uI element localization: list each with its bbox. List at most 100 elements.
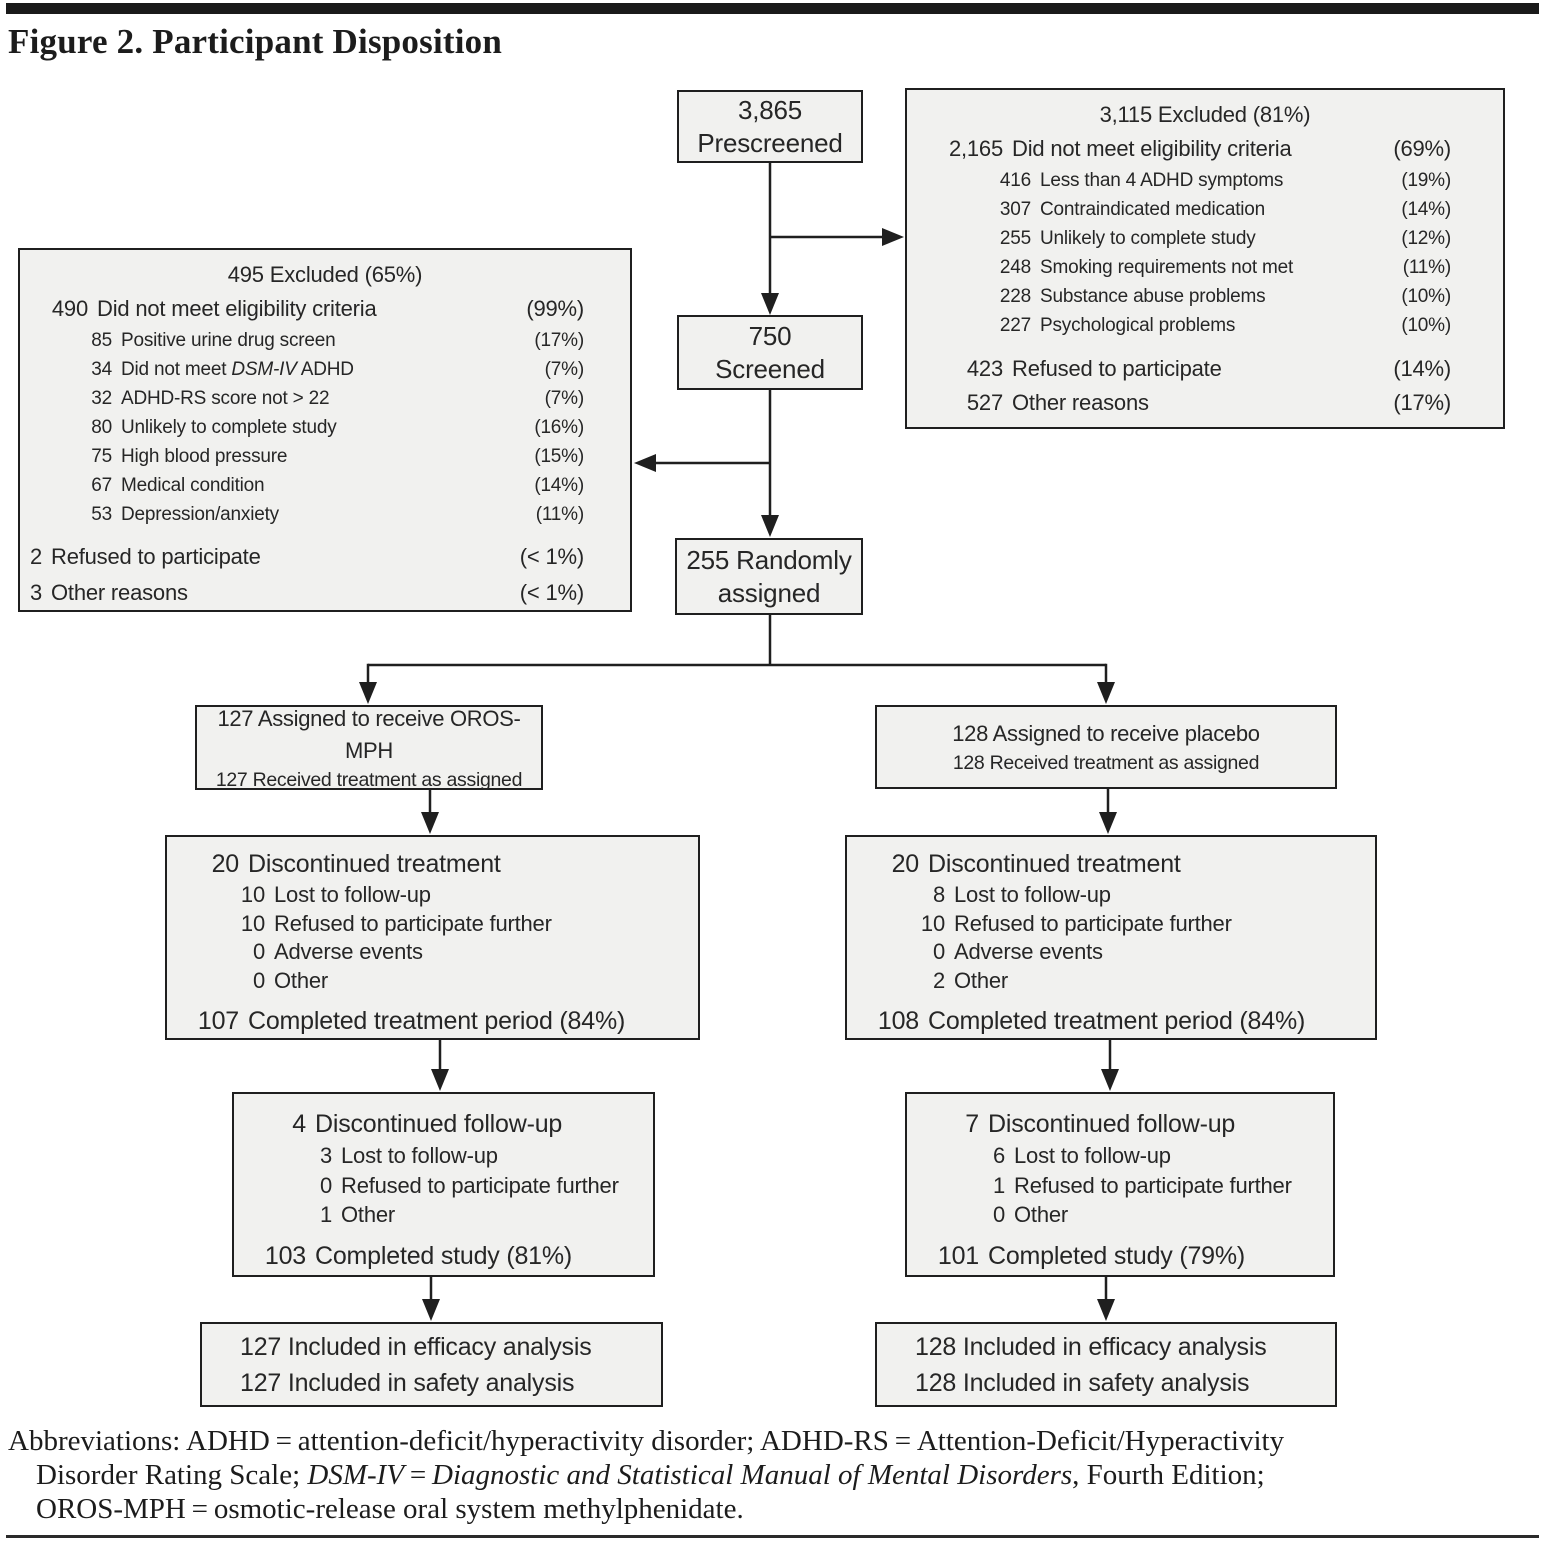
- row-percent: (< 1%): [519, 544, 584, 569]
- row-label: Completed treatment period (84%): [928, 1007, 1306, 1035]
- text: OROS-MPH = osmotic-release oral system m…: [36, 1493, 744, 1525]
- row-count: 108: [877, 1007, 919, 1035]
- discontinued-followup-oros-rows: 4 Discontinued follow-up 3 Lost to follow-u…: [234, 1107, 653, 1273]
- row-count: 20: [211, 850, 240, 878]
- row-count: 2: [932, 967, 945, 993]
- arrowhead-icon: [1099, 812, 1117, 834]
- flow-row: 80 Unlikely to complete study (16%): [20, 413, 630, 442]
- top-rule: [6, 3, 1539, 14]
- assigned-placebo-line2: 128 Received treatment as assigned: [952, 752, 1260, 774]
- flow-row: 10 Refused to participate further: [167, 910, 698, 939]
- row-count: 2: [29, 544, 42, 569]
- box-excluded-screen: 495 Excluded (65%) 490 Did not meet eligi…: [18, 248, 632, 612]
- arrowhead-icon: [422, 1299, 440, 1321]
- assigned-oros-line2: 127 Received treatment as assigned: [215, 768, 523, 791]
- row-label: Contraindicated medication: [1040, 199, 1266, 220]
- row-label: Refused to participate: [1012, 356, 1222, 381]
- row-label: Other reasons: [51, 580, 188, 605]
- row-count: 0: [992, 1202, 1005, 1227]
- row-percent: (10%): [1401, 286, 1451, 307]
- flow-row: 307 Contraindicated medication (14%): [907, 195, 1503, 224]
- arrowhead-icon: [761, 515, 779, 537]
- arrowhead-icon: [1101, 1069, 1119, 1091]
- figure-caption: Figure 2. Participant Disposition: [8, 22, 503, 61]
- row-count: 80: [91, 417, 112, 438]
- row-label: Refused to participate further: [341, 1172, 619, 1198]
- row-count: 34: [91, 359, 112, 380]
- flow-row: 107 Completed treatment period (84%): [167, 1004, 698, 1038]
- box-prescreened: 3,865 Prescreened: [677, 90, 863, 163]
- row-percent: (14%): [534, 475, 584, 496]
- row-count: 3: [319, 1143, 332, 1168]
- row-count: 67: [91, 475, 112, 496]
- row-count: 53: [91, 504, 112, 525]
- row-count: 85: [91, 330, 112, 351]
- prescreened-count: 3,865: [737, 94, 803, 125]
- flow-row: 53 Depression/anxiety (11%): [20, 500, 630, 529]
- row-percent: (14%): [1401, 199, 1451, 220]
- row-label: Refused to participate further: [954, 910, 1232, 936]
- row-count: 416: [999, 170, 1031, 191]
- flow-row: 10 Refused to participate further: [847, 910, 1375, 939]
- flow-row: 423 Refused to participate (14%): [907, 352, 1503, 386]
- arrowhead-icon: [431, 1069, 449, 1091]
- flow-row: 2 Other: [847, 967, 1375, 996]
- randomized-line1: 255 Randomly: [686, 544, 852, 575]
- row-percent: (19%): [1401, 170, 1451, 191]
- row-label: Psychological problems: [1040, 315, 1236, 336]
- box-discontinued-followup-placebo: 7 Discontinued follow-up 6 Lost to follow-u…: [905, 1092, 1335, 1277]
- flow-row: 227 Psychological problems (10%): [907, 311, 1503, 340]
- row-count: 255: [999, 228, 1031, 249]
- box-screened: 750 Screened: [677, 315, 863, 390]
- row-count: 32: [91, 388, 112, 409]
- row-count: 103: [264, 1241, 306, 1270]
- row-label: Adverse events: [274, 939, 423, 964]
- row-count: 3: [29, 580, 42, 605]
- row-label: Discontinued follow-up: [988, 1110, 1236, 1138]
- flow-row: 101 Completed study (79%): [907, 1239, 1333, 1273]
- row-count: 248: [999, 257, 1031, 278]
- row-count: 6: [992, 1143, 1005, 1168]
- flow-row: 8 Lost to follow-up: [847, 881, 1375, 910]
- row-label: Positive urine drug screen: [121, 330, 336, 351]
- row-label: Completed treatment period (84%): [248, 1007, 626, 1035]
- flow-row: 0 Other: [167, 967, 698, 996]
- row-count: 1: [992, 1172, 1005, 1198]
- box-analysis-oros: 127 Included in efficacy analysis 127 In…: [200, 1322, 663, 1407]
- flow-row: 248 Smoking requirements not met (11%): [907, 253, 1503, 282]
- flow-row: 20 Discontinued treatment: [847, 847, 1375, 881]
- arrowhead-icon: [359, 682, 377, 704]
- box-excluded-prescreen: 3,115 Excluded (81%) 2,165 Did not meet e…: [905, 88, 1505, 429]
- row-label: Did not meet eligibility criteria: [97, 296, 377, 321]
- flow-row: 34 Did not meet DSM-IV ADHD (7%): [20, 355, 630, 384]
- row-count: 228: [999, 286, 1031, 307]
- flow-row: 3 Lost to follow-up: [234, 1141, 653, 1171]
- italic-text: DSM-IV: [231, 359, 297, 380]
- flow-row: 0 Adverse events: [847, 938, 1375, 967]
- arrowhead-icon: [761, 293, 779, 315]
- abbreviations-line: Abbreviations: ADHD = attention-deficit/…: [8, 1424, 1528, 1458]
- flow-row: 20 Discontinued treatment: [167, 847, 698, 881]
- flow-row: 228 Substance abuse problems (10%): [907, 282, 1503, 311]
- row-percent: (99%): [526, 296, 584, 321]
- row-label: Completed study (79%): [988, 1241, 1246, 1270]
- row-label: Completed study (81%): [315, 1241, 573, 1270]
- analysis-oros-line2: 127 Included in safety analysis: [240, 1368, 575, 1397]
- flow-row: 32 ADHD-RS score not > 22 (7%): [20, 384, 630, 413]
- row-count: 8: [932, 882, 945, 907]
- box-assigned-oros: 127 Assigned to receive OROS-MPH 127 Rec…: [195, 705, 543, 791]
- row-label: ADHD-RS score not > 22: [121, 388, 330, 409]
- row-count: 7: [965, 1110, 979, 1138]
- row-label: Discontinued follow-up: [315, 1110, 563, 1138]
- text: Disorder Rating Scale;: [36, 1459, 308, 1491]
- arrowhead-icon: [882, 228, 904, 246]
- row-label: High blood pressure: [121, 446, 288, 467]
- row-label: Refused to participate further: [274, 910, 552, 936]
- excluded-screen-rows: 490 Did not meet eligibility criteria (99%…: [20, 292, 630, 611]
- box-assigned-placebo: 128 Assigned to receive placebo 128 Rece…: [875, 705, 1337, 789]
- row-percent: (17%): [534, 330, 584, 351]
- screened-count: 750: [748, 320, 792, 351]
- row-count: 490: [51, 296, 88, 321]
- analysis-oros-line1: 127 Included in efficacy analysis: [240, 1332, 592, 1361]
